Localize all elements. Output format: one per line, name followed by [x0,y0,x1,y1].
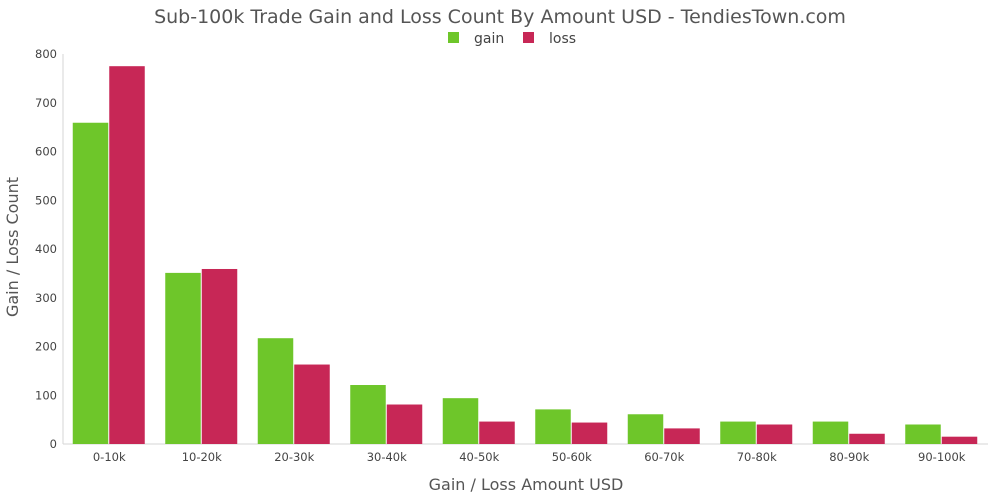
legend-label-loss: loss [549,31,576,47]
bar-gain [257,338,294,444]
chart-title: Sub-100k Trade Gain and Loss Count By Am… [154,6,846,28]
bar-loss [664,428,700,444]
bars [72,66,978,445]
legend[interactable]: gain loss [448,31,576,47]
x-tick-label: 40-50k [459,450,499,464]
bar-gain [905,424,941,444]
bar-gain [350,385,386,444]
bar-loss [571,422,608,444]
bar-gain [535,409,571,444]
bar-gain [165,272,201,444]
legend-label-gain: gain [474,31,504,47]
x-tick-label: 70-80k [737,450,777,464]
y-tick-label: 100 [35,388,57,402]
bar-loss [386,404,423,444]
y-tick-label: 500 [35,193,57,207]
x-tick-label: 50-60k [552,450,592,464]
bar-loss [756,424,793,444]
y-tick-label: 400 [35,242,57,256]
bar-loss [201,268,238,444]
bar-gain [812,421,849,444]
y-axis-title: Gain / Loss Count [3,177,22,317]
y-tick-label: 800 [35,47,57,61]
y-tick-label: 600 [35,145,57,159]
bar-gain [72,122,109,445]
bar-gain [720,421,756,444]
bar-loss [849,433,885,444]
y-tick-label: 700 [35,96,57,110]
x-tick-label: 30-40k [367,450,407,464]
y-axis-ticks: 0 100 200 300 400 500 600 700 800 [35,47,57,451]
legend-swatch-loss [523,32,534,43]
x-tick-label: 80-90k [829,450,869,464]
x-tick-label: 20-30k [274,450,314,464]
bar-gain [627,414,664,444]
x-tick-label: 0-10k [93,450,126,464]
x-tick-label: 10-20k [182,450,222,464]
y-tick-label: 300 [35,291,57,305]
bar-loss [479,421,515,444]
x-axis-ticks: 0-10k 10-20k 20-30k 30-40k 40-50k 50-60k 60-70… [93,450,966,464]
legend-swatch-gain [448,32,459,43]
x-tick-label: 60-70k [644,450,684,464]
bar-loss [109,66,145,444]
y-tick-label: 0 [50,437,57,451]
bar-loss [941,436,978,444]
x-tick-label: 90-100k [918,450,966,464]
bar-loss [294,364,330,444]
y-tick-label: 200 [35,340,57,354]
bar-gain [442,398,479,444]
x-axis-title: Gain / Loss Amount USD [429,475,624,494]
